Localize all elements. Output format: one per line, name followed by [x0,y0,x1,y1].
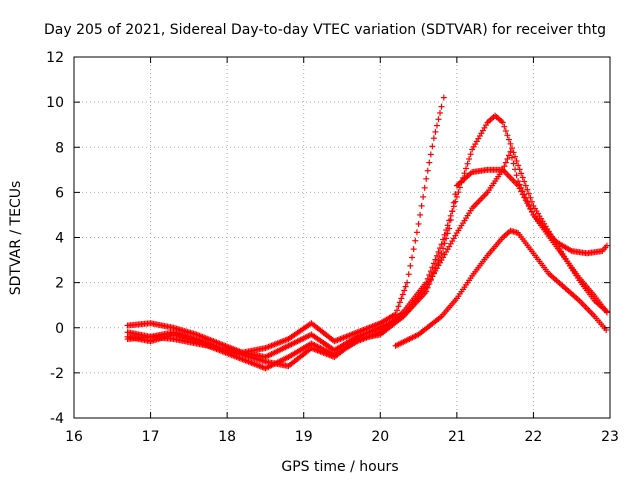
y-tick-label: 0 [55,321,64,337]
x-tick-label: 23 [601,429,619,445]
series-5 [392,227,610,349]
series-layer [124,94,610,372]
grid [74,57,610,418]
x-tick-label: 18 [218,429,236,445]
y-tick-label: -4 [50,411,64,427]
y-tick-label: 8 [55,140,64,156]
x-tick-label: 17 [142,429,160,445]
y-tick-label: 2 [55,276,64,292]
y-tick-label: 10 [46,95,64,111]
x-axis-label: GPS time / hours [281,459,398,475]
y-tick-label: 6 [55,185,64,201]
tick-labels: 16 17 18 19 20 21 22 23 -4 -2 0 2 4 6 8 10 12 [46,50,619,445]
y-tick-label: 12 [46,50,64,66]
x-tick-label: 16 [65,429,83,445]
chart-title: Day 205 of 2021, Sidereal Day-to-day VTE… [44,22,606,38]
y-tick-label: -2 [50,366,64,382]
x-tick-label: 22 [525,429,543,445]
y-tick-label: 4 [55,231,64,247]
series-4 [124,148,610,361]
ticks [73,56,611,419]
y-axis-label: SDTVAR / TECUs [8,181,24,296]
x-tick-label: 20 [371,429,389,445]
x-tick-label: 21 [448,429,466,445]
x-tick-label: 19 [295,429,313,445]
